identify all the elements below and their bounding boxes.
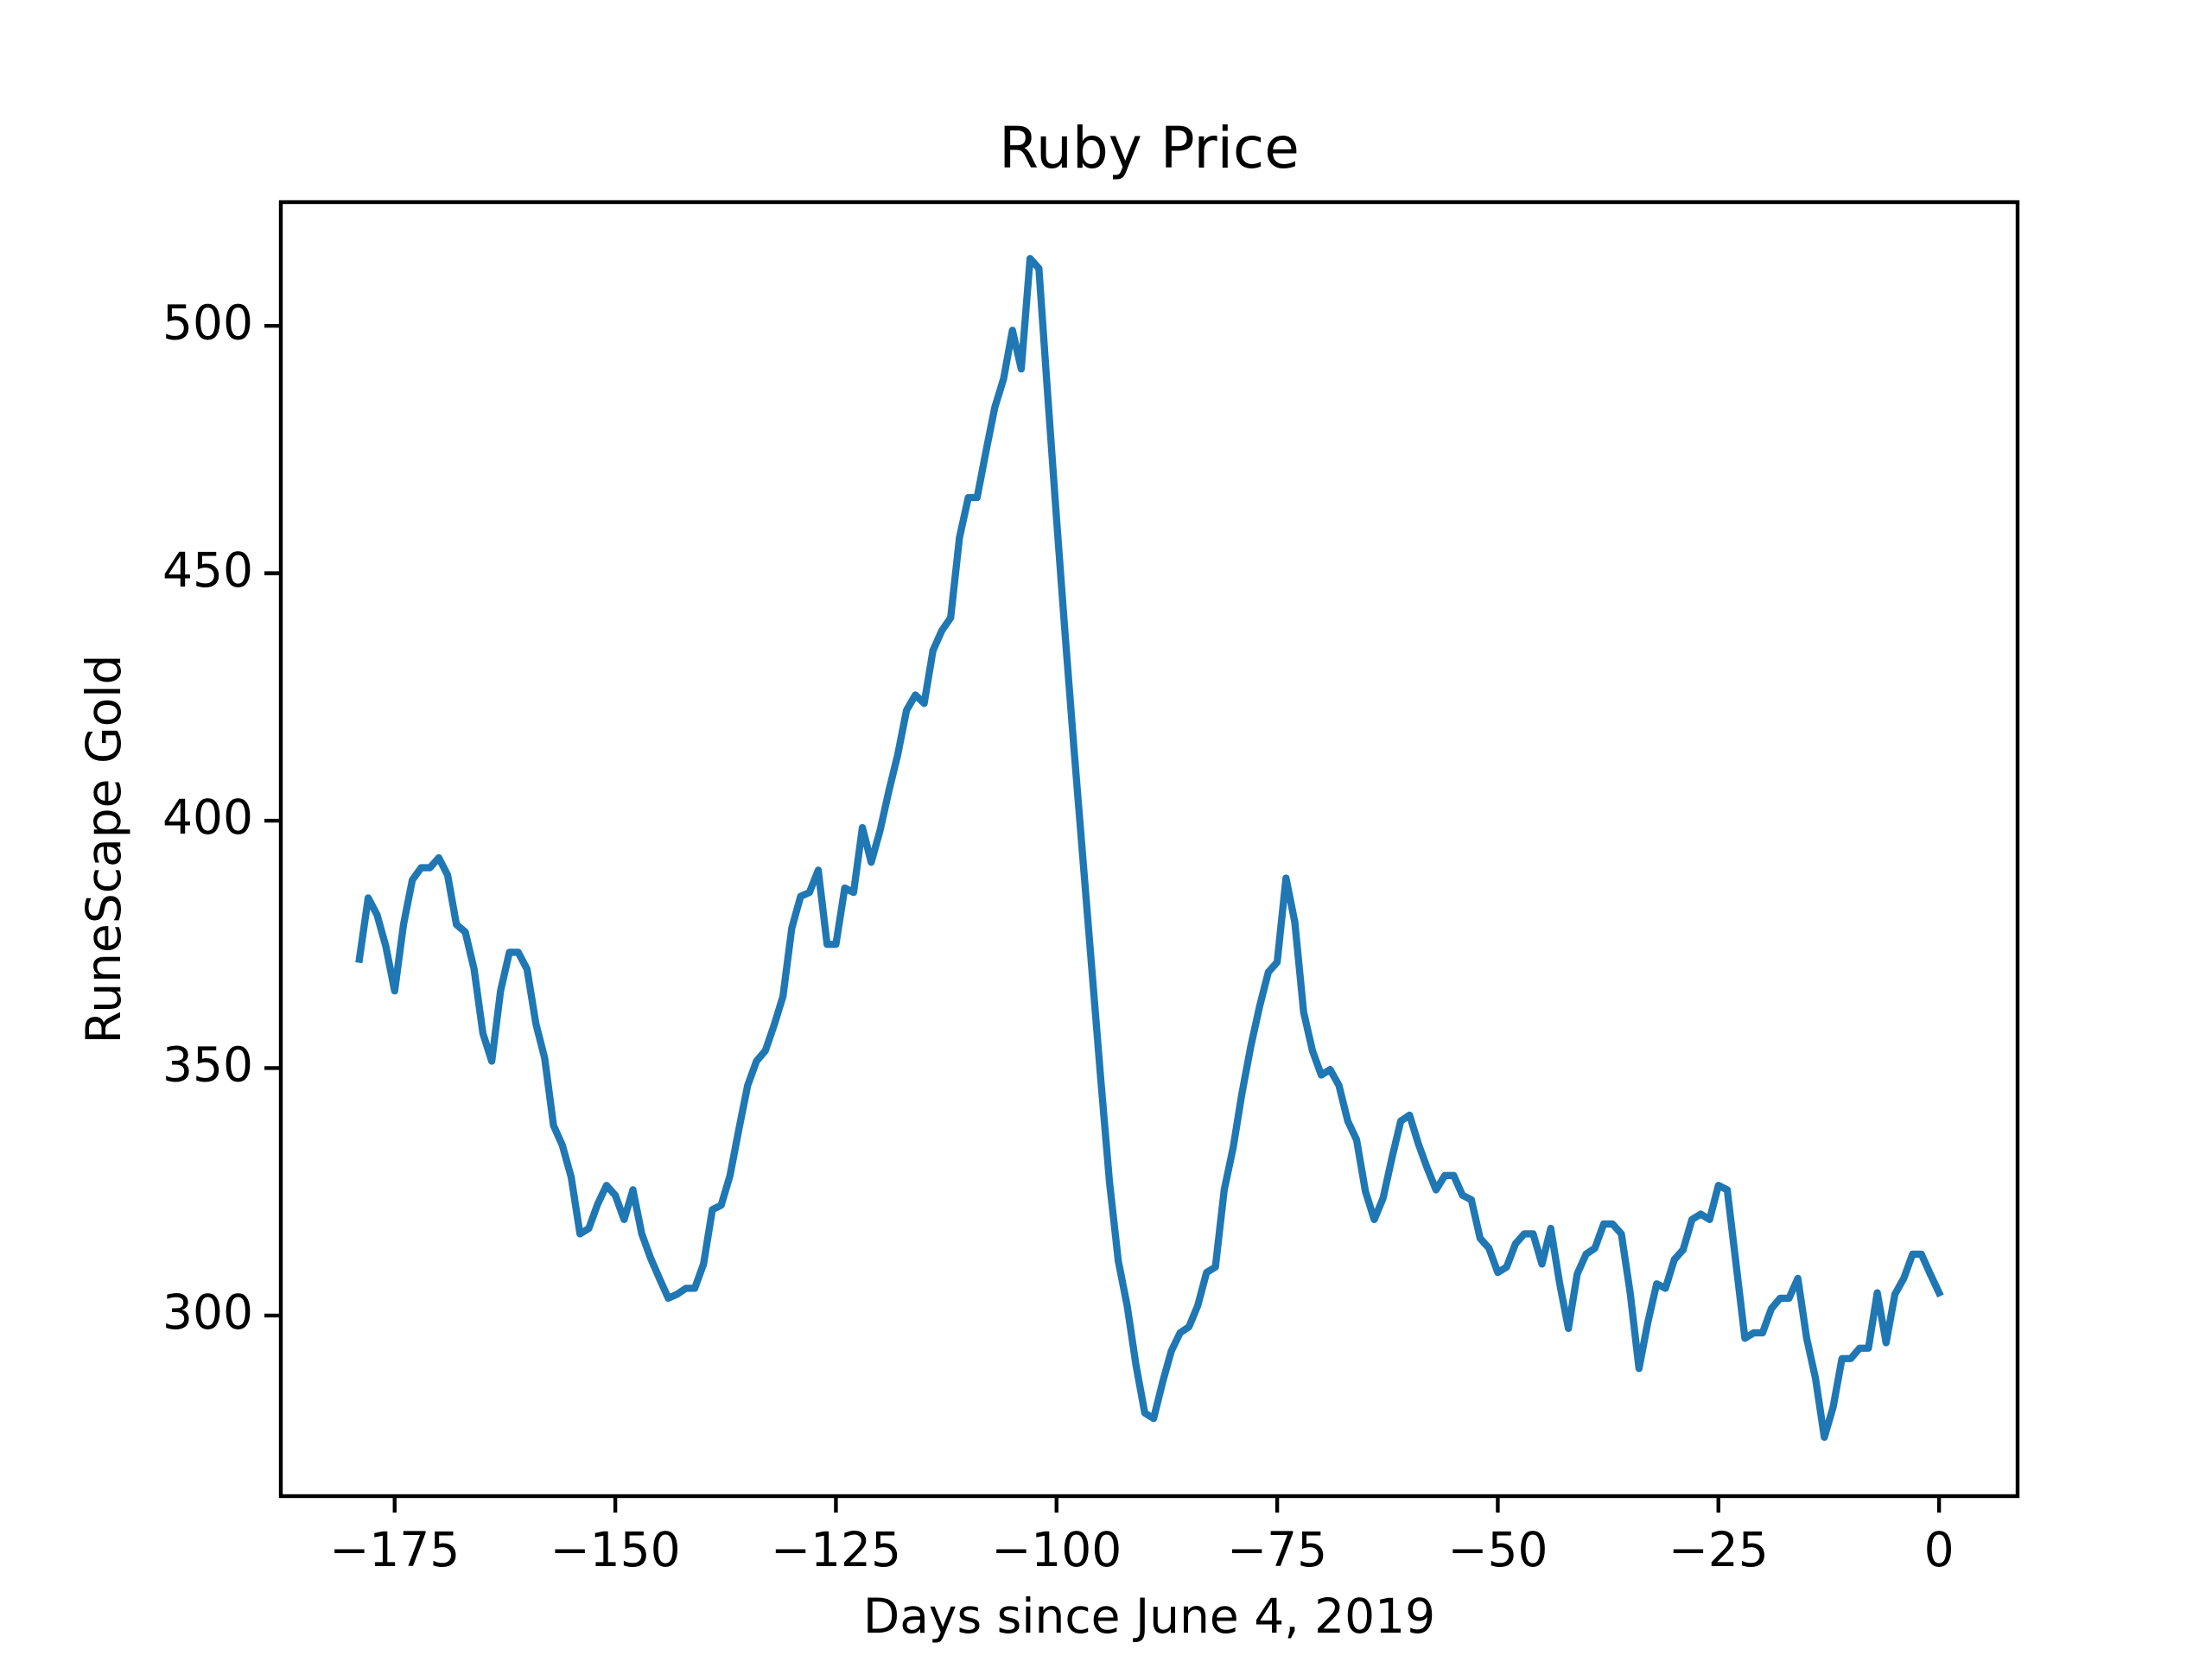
x-tick-label: −175	[329, 1522, 460, 1577]
y-tick-label: 450	[162, 542, 253, 598]
y-axis-label: RuneScape Gold	[76, 655, 131, 1044]
plot-frame	[278, 200, 2020, 1499]
x-tick-label: −50	[1447, 1522, 1548, 1577]
y-tick-label: 400	[162, 790, 253, 845]
x-axis-label: Days since June 4, 2019	[863, 1589, 1435, 1644]
chart-title: Ruby Price	[999, 115, 1300, 181]
x-tick-label: −125	[771, 1522, 901, 1577]
x-tick-label: −25	[1669, 1522, 1769, 1577]
data-line	[355, 255, 1944, 1441]
y-tick-label: 300	[162, 1285, 253, 1340]
y-tick-label: 350	[162, 1037, 253, 1093]
x-tick-label: −75	[1227, 1522, 1327, 1577]
x-tick-label: −150	[550, 1522, 681, 1577]
y-tick-label: 500	[162, 295, 253, 350]
x-tick-label: −100	[991, 1522, 1122, 1577]
x-tick-label: 0	[1924, 1522, 1955, 1577]
